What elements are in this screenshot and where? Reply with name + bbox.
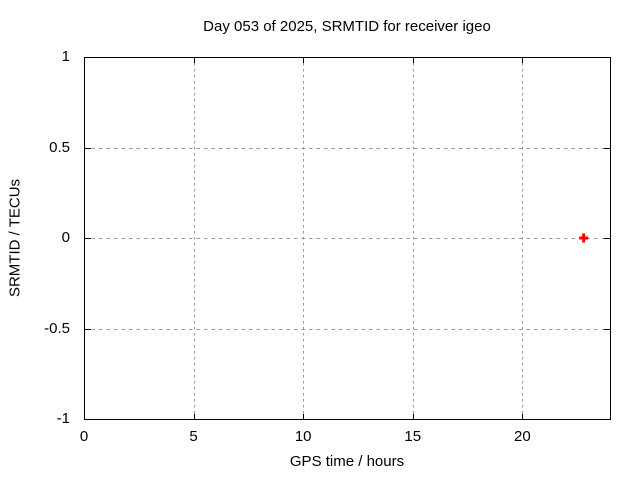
y-tick-label: 0 bbox=[61, 229, 70, 246]
x-tick-label: 0 bbox=[79, 428, 89, 445]
x-tick-label: 5 bbox=[189, 428, 198, 445]
x-tick-label: 10 bbox=[294, 428, 312, 445]
plot-border bbox=[84, 57, 611, 420]
y-tick-label: 0.5 bbox=[49, 138, 70, 156]
x-tick-label: 15 bbox=[404, 428, 422, 445]
x-tick-label: 20 bbox=[513, 428, 531, 445]
chart-title: Day 053 of 2025, SRMTID for receiver ige… bbox=[203, 18, 491, 35]
y-tick-label: -1 bbox=[56, 410, 70, 427]
x-axis-label: GPS time / hours bbox=[289, 453, 405, 470]
y-tick-label: -0.5 bbox=[44, 319, 70, 337]
y-tick-label: 1 bbox=[61, 48, 70, 65]
